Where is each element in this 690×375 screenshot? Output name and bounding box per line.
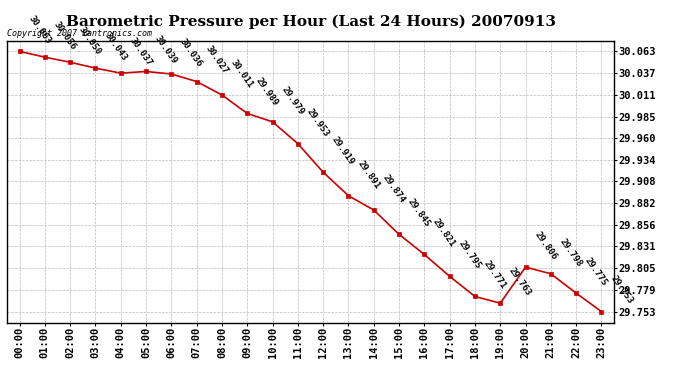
Text: 29.953: 29.953: [305, 106, 331, 138]
Text: 30.039: 30.039: [153, 34, 179, 66]
Text: 29.763: 29.763: [507, 266, 533, 298]
Text: 29.771: 29.771: [482, 260, 508, 291]
Text: Copyright 2007 Lantronics.com: Copyright 2007 Lantronics.com: [7, 30, 152, 39]
Text: 29.806: 29.806: [533, 230, 558, 261]
Text: 29.821: 29.821: [431, 217, 457, 249]
Text: 30.027: 30.027: [204, 44, 230, 76]
Text: 29.775: 29.775: [583, 256, 609, 288]
Text: 30.043: 30.043: [102, 31, 128, 63]
Text: 29.989: 29.989: [254, 76, 280, 108]
Text: 29.753: 29.753: [609, 274, 634, 306]
Text: 29.795: 29.795: [457, 239, 482, 271]
Text: Barometric Pressure per Hour (Last 24 Hours) 20070913: Barometric Pressure per Hour (Last 24 Ho…: [66, 15, 555, 29]
Text: 30.056: 30.056: [52, 20, 78, 52]
Text: 30.011: 30.011: [229, 58, 255, 89]
Text: 29.919: 29.919: [330, 135, 356, 166]
Text: 29.874: 29.874: [381, 173, 406, 204]
Text: 29.845: 29.845: [406, 197, 432, 229]
Text: 29.798: 29.798: [558, 237, 584, 268]
Text: 29.891: 29.891: [355, 159, 382, 190]
Text: 29.979: 29.979: [279, 85, 306, 116]
Text: 30.063: 30.063: [26, 14, 52, 46]
Text: 30.036: 30.036: [178, 37, 204, 68]
Text: 30.037: 30.037: [128, 36, 154, 68]
Text: 30.050: 30.050: [77, 25, 103, 57]
